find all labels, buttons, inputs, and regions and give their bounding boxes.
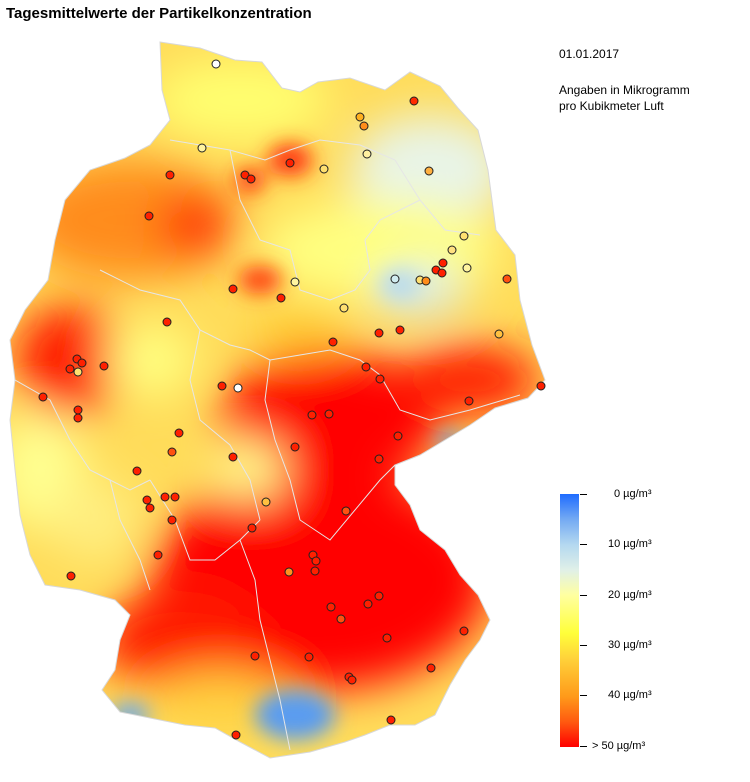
unit-label-line1: Angaben in Mikrogramm (559, 83, 690, 97)
legend-tick (580, 695, 587, 696)
color-scale-bar (560, 494, 579, 747)
legend-tick (580, 544, 587, 545)
legend-tick (580, 746, 587, 747)
date-label: 01.01.2017 (559, 47, 620, 61)
concentration-surface (10, 42, 545, 758)
legend-label-20: 20 µg/m³ (608, 589, 652, 601)
map-title: Tagesmittelwerte der Partikelkonzentrati… (6, 5, 312, 22)
legend-label-40: 40 µg/m³ (608, 689, 652, 701)
legend-label-10: 10 µg/m³ (608, 538, 652, 550)
legend-label-50: > 50 µg/m³ (592, 740, 646, 752)
state-borders (9, 41, 546, 759)
unit-label-line2: pro Kubikmeter Luft (559, 99, 664, 113)
legend-tick (580, 494, 587, 495)
station-markers (38, 59, 546, 740)
legend-tick (580, 595, 587, 596)
legend-label-30: 30 µg/m³ (608, 639, 652, 651)
germany-concentration-map (9, 41, 546, 759)
legend-tick (580, 645, 587, 646)
legend-label-0: 0 µg/m³ (614, 488, 652, 500)
